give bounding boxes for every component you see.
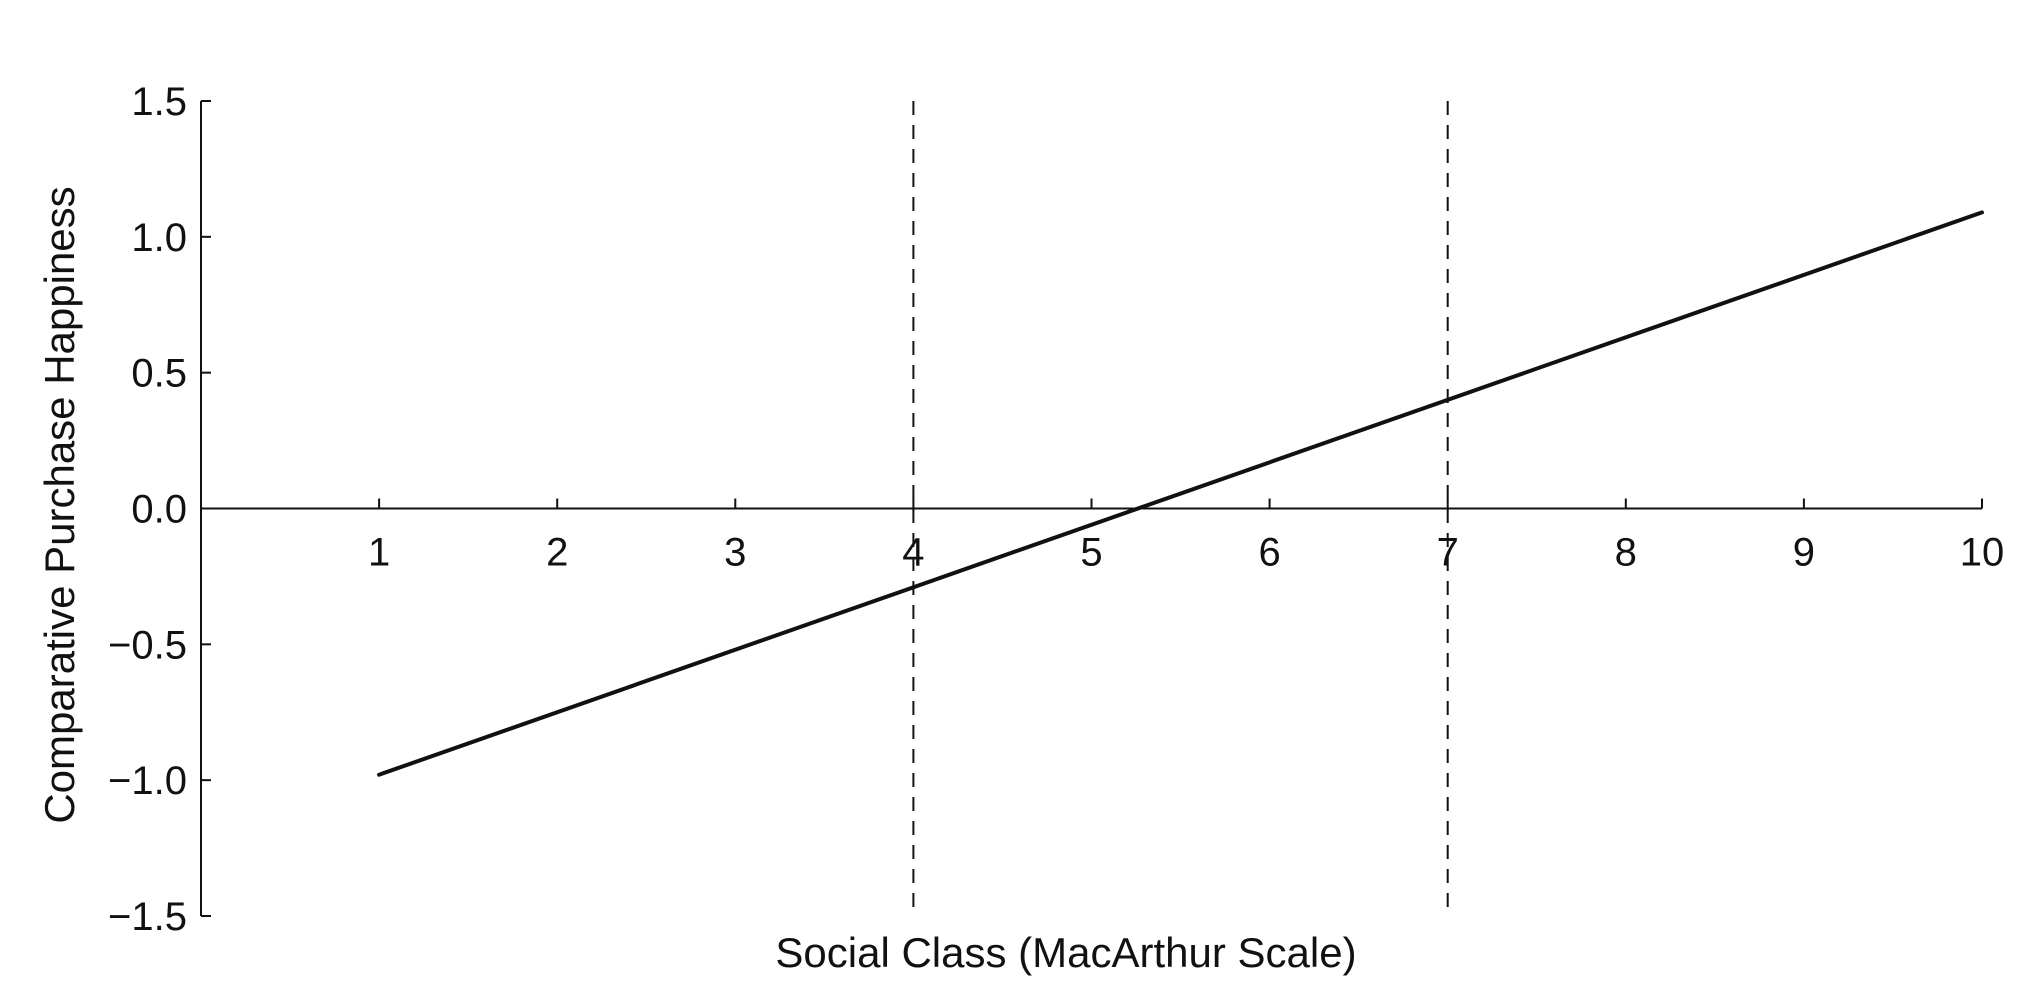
x-axis: 1 2 3 4 5 6 7 8 9 10 xyxy=(201,498,2005,575)
x-tick-label: 9 xyxy=(1793,531,1815,575)
y-tick-label: 1.5 xyxy=(131,80,187,124)
x-tick-label: 4 xyxy=(902,531,924,575)
x-tick-label: 10 xyxy=(1960,531,2005,575)
y-axis: 1.5 1.0 0.5 0.0 −0.5 −1.0 −1.5 xyxy=(108,80,211,939)
y-tick-label: −1.5 xyxy=(108,895,187,939)
x-tick-label: 8 xyxy=(1615,531,1637,575)
series-line-0 xyxy=(377,210,1984,777)
x-tick-label: 5 xyxy=(1080,531,1102,575)
reference-lines xyxy=(912,101,1449,916)
y-axis-title: Comparative Purchase Happiness xyxy=(36,186,83,823)
y-tick-label: 0.5 xyxy=(131,352,187,396)
series-lines xyxy=(377,210,1984,777)
x-tick-label: 3 xyxy=(724,531,746,575)
x-axis-title: Social Class (MacArthur Scale) xyxy=(775,929,1356,976)
x-tick-label: 6 xyxy=(1258,531,1280,575)
y-tick-label: −0.5 xyxy=(108,623,187,667)
y-tick-label: 1.0 xyxy=(131,216,187,260)
x-tick-label: 2 xyxy=(546,531,568,575)
y-tick-label: −1.0 xyxy=(108,759,187,803)
y-tick-label: 0.0 xyxy=(131,488,187,532)
x-tick-label: 7 xyxy=(1437,531,1459,575)
x-tick-label: 1 xyxy=(368,531,390,575)
